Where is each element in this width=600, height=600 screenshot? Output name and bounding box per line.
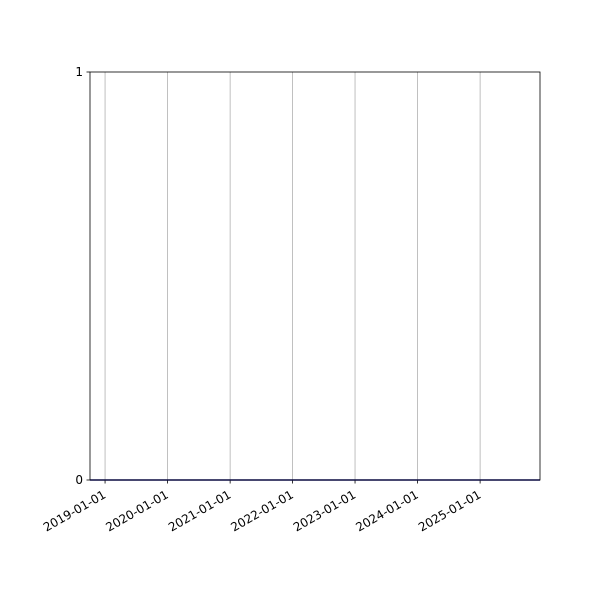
x-tick-label: 2020-01-01 — [103, 488, 170, 535]
y-tick-label: 0 — [75, 473, 83, 487]
x-tick-label: 2019-01-01 — [41, 488, 108, 535]
x-tick-label: 2024-01-01 — [353, 488, 420, 535]
x-tick-label: 2022-01-01 — [228, 488, 295, 535]
y-tick-label: 1 — [75, 65, 83, 79]
x-tick-label: 2025-01-01 — [416, 488, 483, 535]
axes-frame — [89, 71, 541, 481]
x-tick-label: 2023-01-01 — [291, 488, 358, 535]
x-tick-label: 2021-01-01 — [166, 488, 233, 535]
